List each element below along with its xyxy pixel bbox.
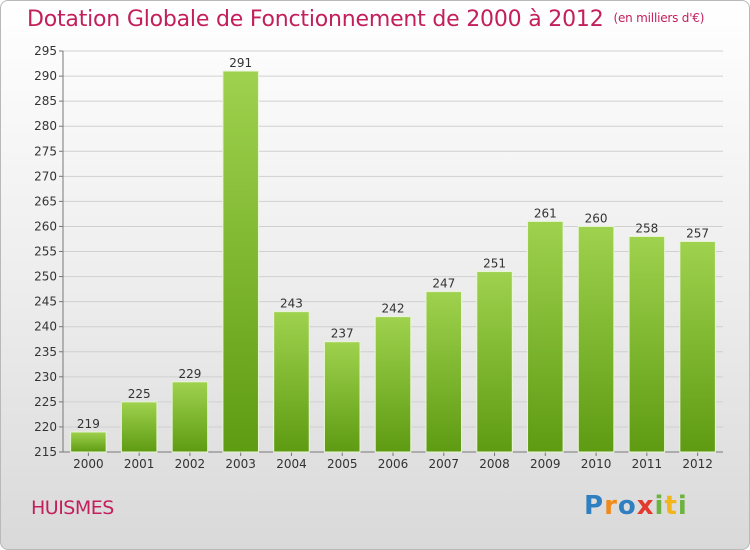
y-tick-label: 220 [34,420,57,434]
chart-title-text: Dotation Globale de Fonctionnement de 20… [27,7,604,32]
bar-value-label: 225 [128,387,151,401]
x-tick-label: 2002 [175,457,206,471]
x-tick-label: 2005 [327,457,358,471]
x-tick-label: 2008 [479,457,510,471]
bars [70,70,716,453]
x-tick-label: 2007 [428,457,459,471]
y-tick-label: 260 [34,219,57,233]
logo-letter: i [677,491,688,521]
x-tick-label: 2003 [225,457,256,471]
logo-letter: o [617,491,637,521]
bar [374,316,412,453]
bar-value-label: 229 [178,367,201,381]
bar [425,291,463,453]
logo-letter: r [604,491,618,521]
y-tick-label: 265 [34,194,57,208]
x-tick-label: 2010 [581,457,612,471]
labels: 219 2000 225 2001 229 2002 291 2003 243 2004 237 20… [73,56,713,471]
bar-value-label: 251 [483,257,506,271]
bar [273,311,310,453]
x-tick-label: 2004 [276,457,307,471]
chart-subtitle: (en milliers d'€) [613,11,705,25]
commune-name: HUISMES [31,497,114,519]
bar-value-label: 219 [77,417,100,431]
bar-value-label: 247 [432,277,455,291]
y-tick-label: 255 [34,245,57,259]
x-tick-label: 2006 [378,457,409,471]
bar-value-label: 257 [686,226,709,240]
y-tick-label: 245 [34,295,57,309]
y-tick-label: 270 [34,169,57,183]
y-tick-label: 240 [34,320,57,334]
bar-value-label: 242 [382,302,405,316]
y-tick-label: 285 [34,94,57,108]
bar [476,271,513,453]
bar [120,401,158,453]
x-tick-label: 2011 [632,457,663,471]
bar-value-label: 237 [331,327,354,341]
bar [70,431,107,453]
bar-value-label: 291 [229,56,252,70]
y-tick-label: 290 [34,69,57,83]
x-tick-label: 2001 [124,457,155,471]
y-tick-label: 230 [34,370,57,384]
y-tick-label: 275 [34,144,57,158]
bar [323,341,361,453]
y-tick-label: 295 [34,44,57,58]
y-tick-label: 250 [34,270,57,284]
y-tick-label: 280 [34,119,57,133]
bar-value-label: 260 [585,211,608,225]
logo-letter: t [664,491,678,521]
proxiti-logo[interactable]: Proxiti [584,491,688,521]
y-tick-label: 225 [34,395,57,409]
logo-letter: P [584,491,605,521]
x-tick-label: 2000 [73,457,104,471]
bar [679,240,716,453]
chart-title: Dotation Globale de Fonctionnement de 20… [27,7,704,32]
x-tick-label: 2009 [530,457,561,471]
bar-value-label: 261 [534,206,557,220]
bar [171,381,209,453]
logo-letter: x [636,491,655,521]
x-tick-label: 2012 [682,457,713,471]
bar [527,220,564,453]
bar-value-label: 258 [635,221,658,235]
bar-value-label: 243 [280,297,303,311]
bar [628,235,666,453]
bar [222,70,259,453]
logo-letter: i [654,491,665,521]
y-tick-label: 215 [34,445,57,459]
bar [577,225,615,453]
y-tick-label: 235 [34,345,57,359]
